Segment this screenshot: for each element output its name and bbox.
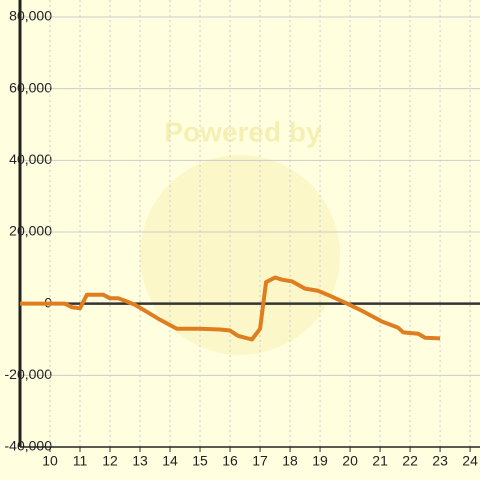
watermark: Powered by: [164, 116, 322, 147]
x-tick-label: 20: [342, 453, 358, 469]
x-tick-label: 17: [252, 453, 268, 469]
x-tick-label: 18: [282, 453, 298, 469]
x-tick-label: 19: [312, 453, 328, 469]
x-tick-label: 21: [372, 453, 388, 469]
x-tick-label: 24: [462, 453, 478, 469]
x-tick-label: 14: [162, 453, 178, 469]
x-tick-label: 15: [192, 453, 208, 469]
x-tick-label: 22: [402, 453, 418, 469]
y-tick-label: 20,000: [9, 223, 52, 239]
x-tick-label: 12: [102, 453, 118, 469]
y-tick-label: -40,000: [5, 438, 53, 454]
x-tick-label: 10: [42, 453, 58, 469]
x-tick-label: 23: [432, 453, 448, 469]
x-tick-label: 11: [73, 453, 88, 469]
y-tick-label: 40,000: [9, 151, 52, 167]
x-tick-label: 16: [222, 453, 238, 469]
data-line: [20, 275, 441, 342]
x-tick-label: 13: [132, 453, 148, 469]
y-tick-label: 60,000: [9, 79, 52, 95]
y-tick-label: -20,000: [5, 366, 53, 382]
y-tick-label: 80,000: [9, 8, 52, 24]
